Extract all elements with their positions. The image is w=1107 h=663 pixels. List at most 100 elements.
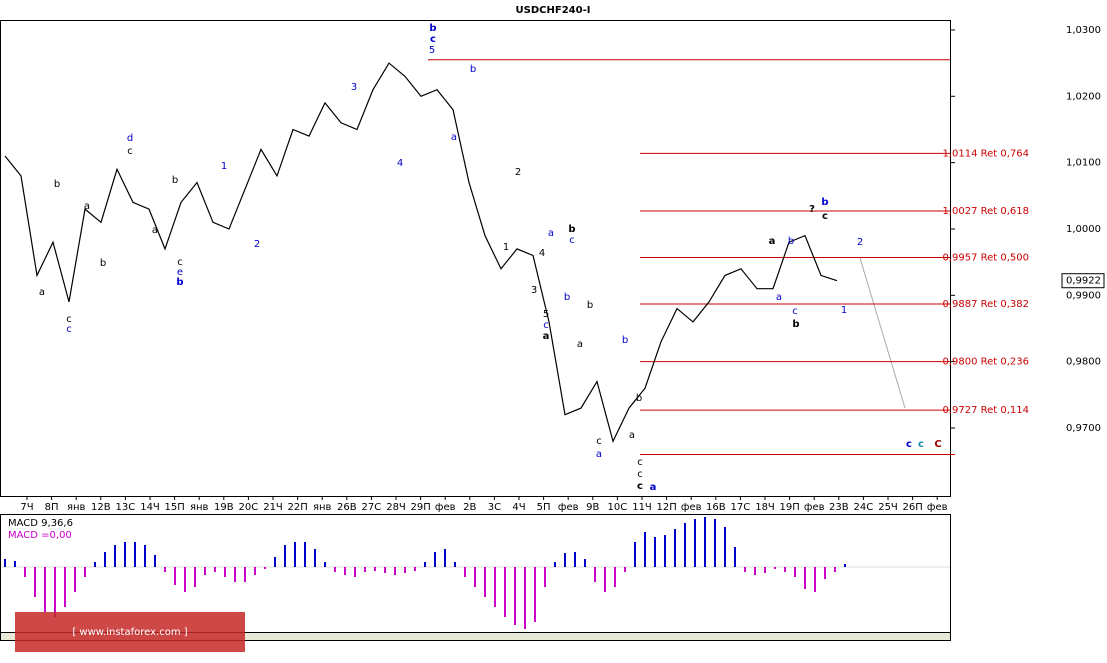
x-tick-label: 16В bbox=[706, 502, 726, 513]
x-tick-label: фев bbox=[804, 502, 825, 513]
wave-label: b bbox=[788, 236, 794, 247]
y-tick-label: 1,0000 bbox=[1066, 224, 1101, 235]
watermark: [ www.instaforex.com ] bbox=[15, 612, 245, 652]
x-tick-label: 13С bbox=[116, 502, 136, 513]
wave-label: a bbox=[548, 228, 554, 239]
wave-label: c bbox=[127, 146, 133, 157]
projection-line bbox=[859, 257, 906, 409]
x-tick-label: 17С bbox=[731, 502, 751, 513]
x-tick-label: 27С bbox=[362, 502, 382, 513]
chart-title: USDCHF240-I bbox=[516, 5, 591, 16]
x-tick-label: 19В bbox=[214, 502, 234, 513]
x-tick-label: 19П bbox=[779, 502, 799, 513]
wave-label: 1 bbox=[221, 161, 227, 172]
fib-level-label: 0,9800 Ret 0,236 bbox=[942, 357, 1029, 368]
macd-label: MACD 9,36,6 bbox=[8, 518, 73, 529]
fib-level-label: 1,0114 Ret 0,764 bbox=[942, 148, 1029, 159]
fib-level-label: 0,9957 Ret 0,500 bbox=[942, 253, 1029, 264]
current-price-box bbox=[1061, 273, 1105, 289]
x-tick-label: 26В bbox=[337, 502, 357, 513]
x-tick-label: 7Ч bbox=[20, 502, 33, 513]
wave-label: a bbox=[543, 331, 550, 342]
wave-label: a bbox=[84, 201, 90, 212]
wave-label: ? bbox=[809, 204, 815, 215]
x-tick-label: 12П bbox=[656, 502, 676, 513]
current-price-label: 0,9922 bbox=[1066, 276, 1101, 287]
x-tick-label: 11Ч bbox=[632, 502, 652, 513]
x-tick-label: 3С bbox=[488, 502, 501, 513]
wave-label: b bbox=[470, 64, 476, 75]
x-tick-label: 26П bbox=[902, 502, 922, 513]
x-tick-label: 8П bbox=[45, 502, 59, 513]
x-tick-label: янв bbox=[67, 502, 86, 513]
x-tick-label: фев bbox=[558, 502, 579, 513]
wave-label: 2 bbox=[857, 237, 863, 248]
x-tick-label: 20С bbox=[239, 502, 259, 513]
wave-label: 1 bbox=[503, 242, 509, 253]
price-line bbox=[4, 62, 838, 444]
wave-label: c bbox=[792, 306, 798, 317]
wave-label: b bbox=[587, 300, 593, 311]
wave-label: b bbox=[821, 197, 828, 208]
wave-label: c bbox=[543, 320, 549, 331]
x-tick-label: фев bbox=[435, 502, 456, 513]
x-tick-label: 23В bbox=[829, 502, 849, 513]
wave-label: a bbox=[776, 292, 782, 303]
x-tick-label: 25Ч bbox=[878, 502, 898, 513]
wave-label: a bbox=[152, 225, 158, 236]
fib-level-label: 1,0027 Ret 0,618 bbox=[942, 206, 1029, 217]
x-tick-label: янв bbox=[313, 502, 332, 513]
x-tick-label: фев bbox=[927, 502, 948, 513]
wave-label: c bbox=[637, 481, 643, 492]
price-panel bbox=[0, 20, 951, 497]
x-tick-label: 14Ч bbox=[140, 502, 160, 513]
wave-label: 4 bbox=[539, 248, 545, 259]
watermark-text: [ www.instaforex.com ] bbox=[72, 627, 187, 638]
wave-label: 5 bbox=[429, 45, 435, 56]
wave-label: 1 bbox=[841, 305, 847, 316]
wave-label: a bbox=[629, 430, 635, 441]
fib-level-label: 0,9887 Ret 0,382 bbox=[942, 299, 1029, 310]
bottom-strip bbox=[0, 632, 951, 641]
wave-label: c bbox=[66, 314, 72, 325]
wave-label: a bbox=[451, 132, 457, 143]
macd-value-label: MACD =0,00 bbox=[8, 530, 72, 541]
wave-label: c bbox=[596, 436, 602, 447]
wave-label: a bbox=[596, 449, 602, 460]
wave-label: a bbox=[577, 339, 583, 350]
wave-label: e bbox=[177, 267, 183, 278]
watermark-box bbox=[15, 612, 245, 652]
wave-label: b bbox=[176, 277, 183, 288]
wave-label: c bbox=[637, 457, 643, 468]
wave-label: c bbox=[569, 235, 575, 246]
x-tick-label: фев bbox=[681, 502, 702, 513]
x-tick-label: 5П bbox=[537, 502, 551, 513]
wave-label: b bbox=[172, 175, 178, 186]
y-tick-label: 1,0200 bbox=[1066, 91, 1101, 102]
wave-label: c bbox=[906, 439, 912, 450]
wave-label: b bbox=[792, 319, 799, 330]
wave-label: 4 bbox=[397, 158, 403, 169]
wave-label: c bbox=[637, 469, 643, 480]
wave-label: b bbox=[54, 179, 60, 190]
wave-label: a bbox=[650, 482, 657, 493]
wave-label: d bbox=[127, 133, 133, 144]
x-tick-label: 18Ч bbox=[755, 502, 775, 513]
x-tick-label: 10С bbox=[608, 502, 628, 513]
wave-label: b bbox=[564, 292, 570, 303]
y-tick-label: 0,9700 bbox=[1066, 423, 1101, 434]
wave-label: b bbox=[429, 23, 436, 34]
y-tick-label: 0,9800 bbox=[1066, 357, 1101, 368]
wave-label: c bbox=[430, 34, 436, 45]
y-tick-label: 0,9900 bbox=[1066, 290, 1101, 301]
x-tick-label: янв bbox=[190, 502, 209, 513]
x-tick-label: 22П bbox=[287, 502, 307, 513]
wave-label: 5 bbox=[543, 309, 549, 320]
x-tick-label: 12В bbox=[91, 502, 111, 513]
x-tick-label: 24С bbox=[854, 502, 874, 513]
x-tick-label: 28Ч bbox=[386, 502, 406, 513]
fib-level-label: 0,9727 Ret 0,114 bbox=[942, 405, 1029, 416]
wave-label: 3 bbox=[531, 285, 537, 296]
